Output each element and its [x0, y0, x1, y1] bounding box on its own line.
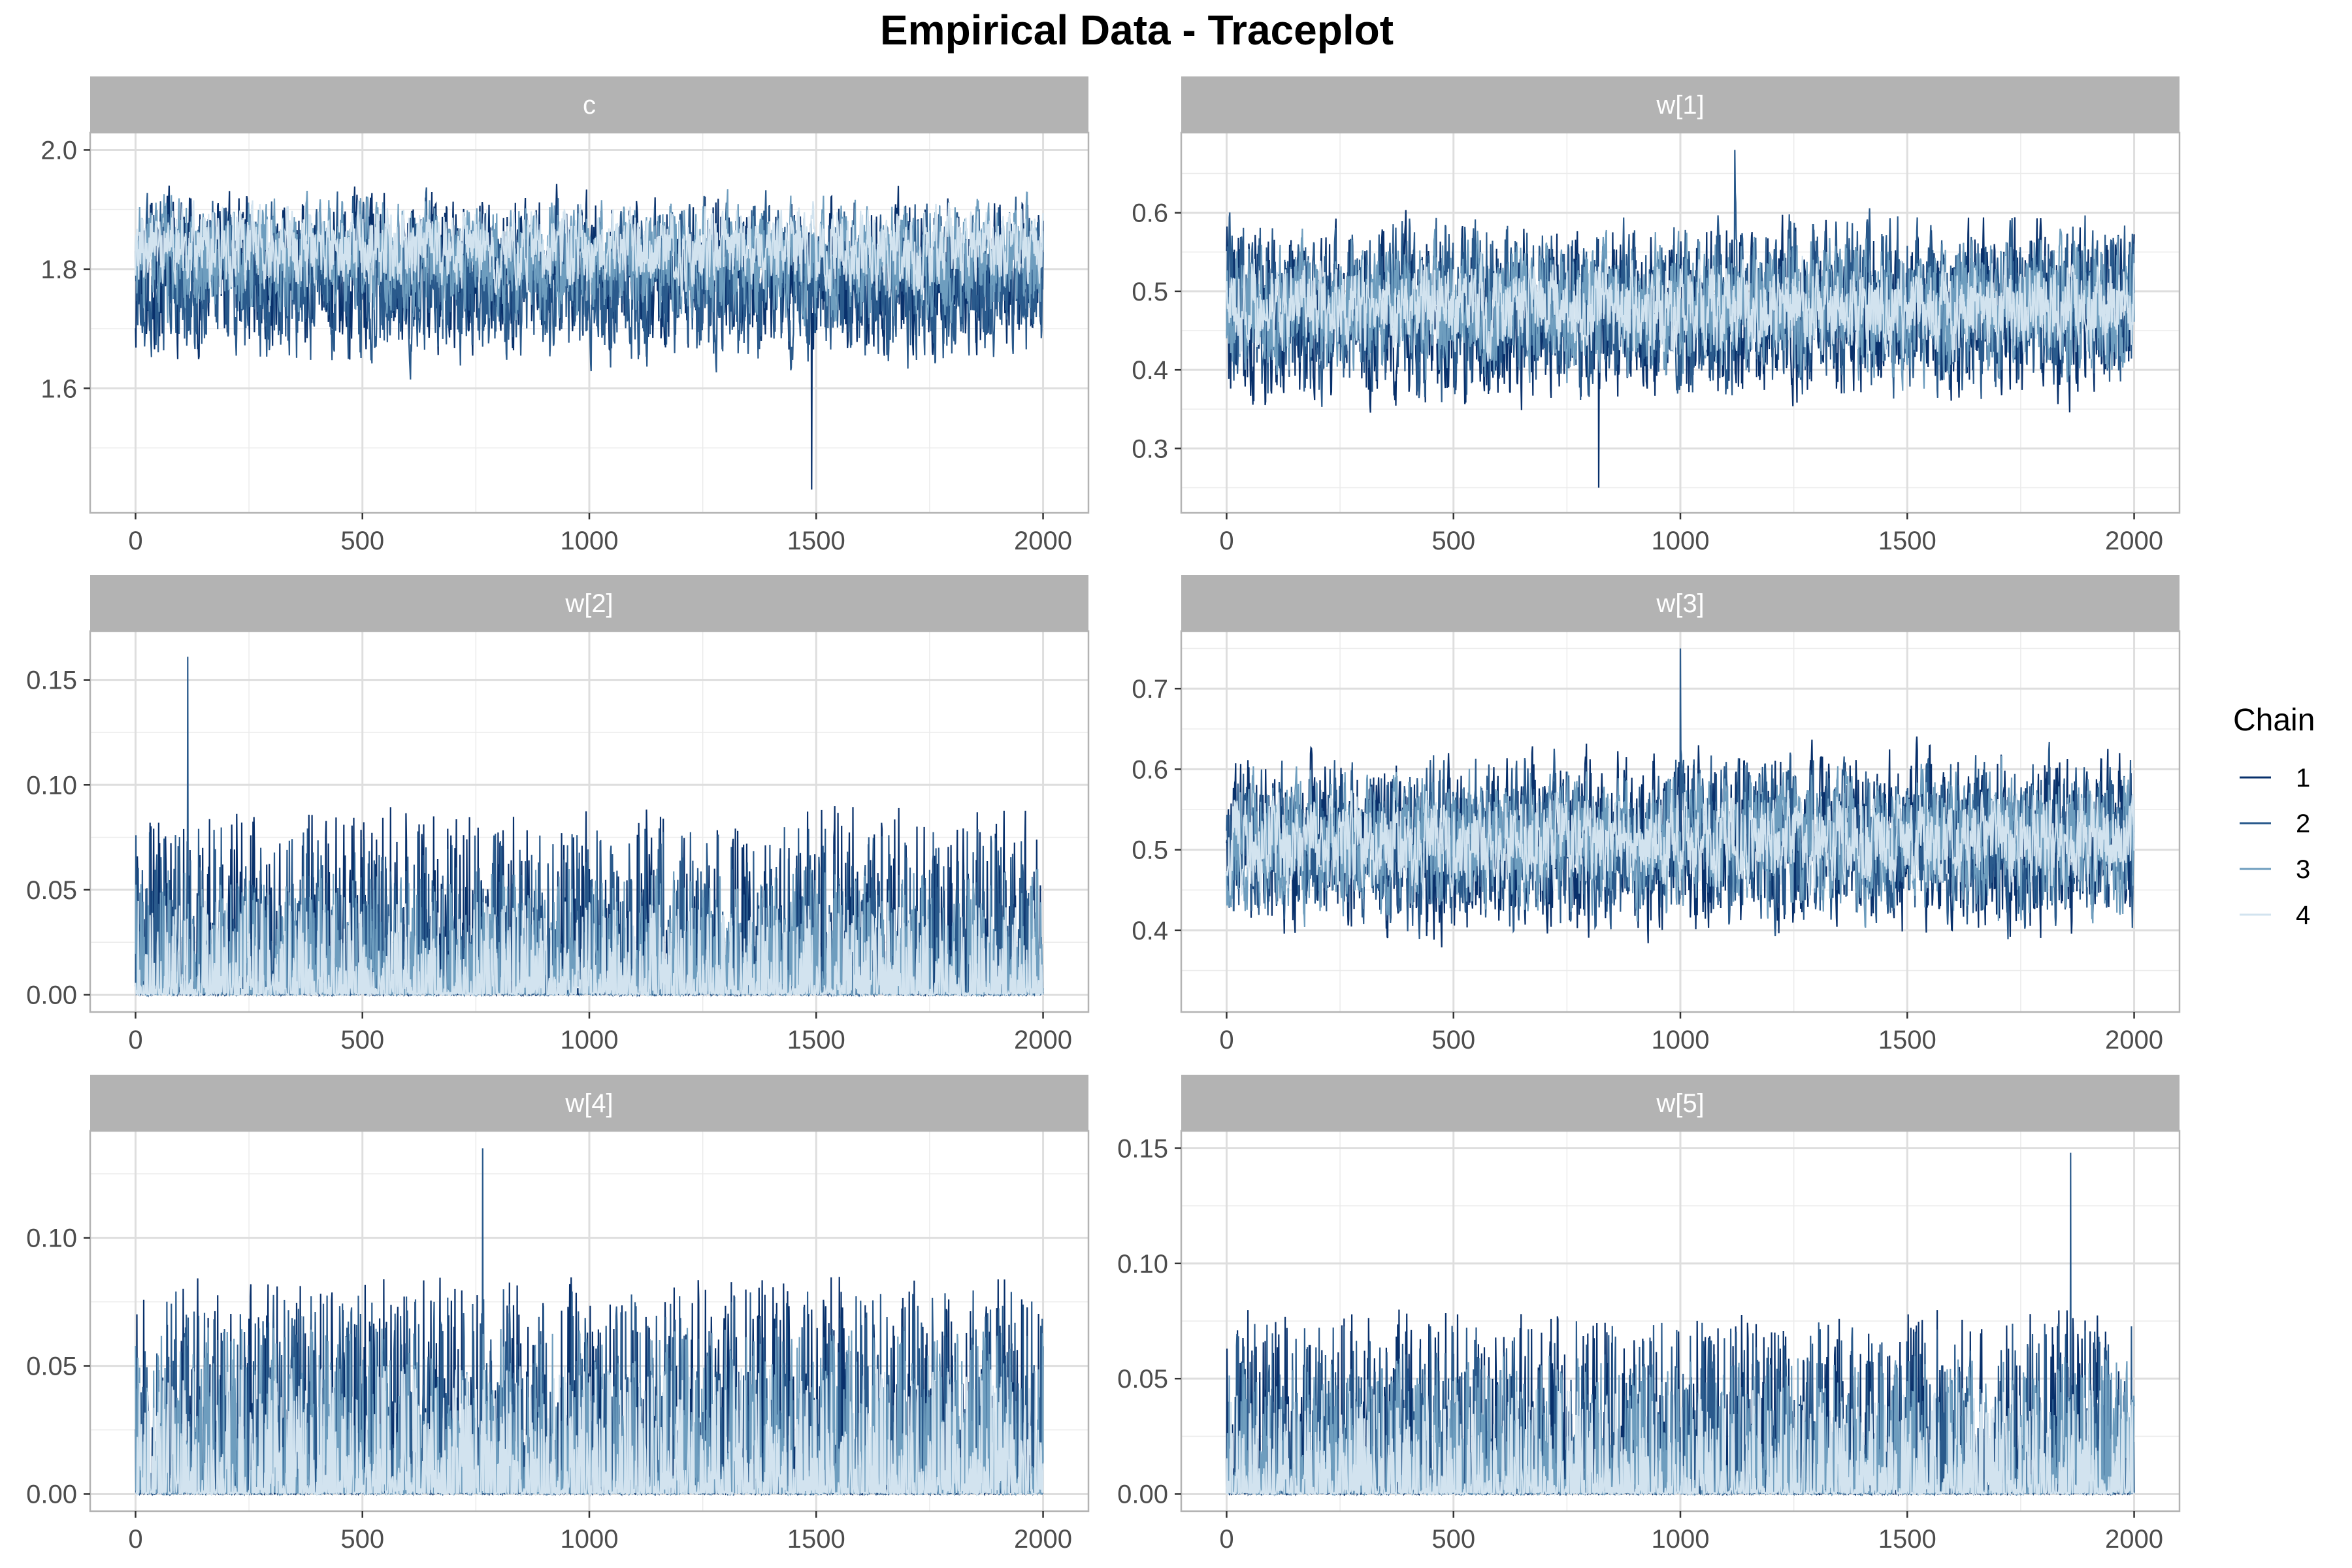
y-tick-label: 0.10	[1117, 1250, 1168, 1279]
legend-label-chain-3: 3	[2296, 855, 2310, 884]
y-tick-label: 0.6	[1132, 199, 1168, 228]
legend-label-chain-2: 2	[2296, 809, 2310, 838]
trace-chain-4	[1226, 789, 2135, 900]
panel-6: w[5] 0 500 1000 1500 2000 0.00 0.05 0.10 0.15	[1117, 1075, 2181, 1554]
y-tick-label: 0.05	[26, 1352, 77, 1381]
x-tick-label: 1500	[787, 1525, 845, 1554]
panel-strip-label: w[4]	[564, 1089, 613, 1118]
x-tick-label: 1000	[1652, 527, 1710, 555]
panel-3: w[2] 0 500 1000 1500 2000 0.00 0.05 0.10 0.15	[26, 575, 1090, 1054]
traces	[135, 1148, 1044, 1497]
legend-label-chain-4: 4	[2296, 901, 2310, 930]
y-tick-label: 0.10	[26, 771, 77, 800]
x-tick-label: 1000	[561, 1026, 619, 1054]
trace-chain-4	[1226, 252, 2135, 363]
x-tick-label: 0	[1219, 1026, 1233, 1054]
x-tick-label: 500	[1431, 1026, 1475, 1054]
panel-2: w[1] 0 500 1000 1500 2000 0.3 0.4 0.5 0.6	[1132, 76, 2181, 555]
x-tick-label: 2000	[1014, 1026, 1072, 1054]
x-tick-label: 500	[340, 1026, 384, 1054]
x-tick-label: 1500	[1878, 1525, 1936, 1554]
y-tick-label: 1.8	[41, 255, 77, 284]
y-tick-label: 0.4	[1132, 917, 1168, 945]
x-tick-label: 2000	[1014, 1525, 1072, 1554]
y-tick-label: 0.6	[1132, 755, 1168, 784]
y-tick-label: 2.0	[41, 136, 77, 165]
panel-strip-label: w[1]	[1656, 91, 1704, 120]
panel-strip-label: w[2]	[564, 589, 613, 618]
panel-strip	[1181, 1075, 2180, 1131]
x-tick-label: 0	[128, 527, 142, 555]
legend-title: Chain	[2233, 703, 2315, 738]
x-tick-label: 1500	[787, 1026, 845, 1054]
traces	[1226, 1152, 2135, 1497]
traces	[135, 184, 1044, 490]
panel-1: c 0 500 1000 1500 2000 1.6 1.8 2.0	[41, 76, 1090, 555]
x-tick-label: 1500	[1878, 1026, 1936, 1054]
y-tick-label: 0.7	[1132, 675, 1168, 704]
panel-strip	[1181, 76, 2180, 133]
panel-strip-label: c	[583, 91, 596, 120]
trace-chain-4	[1226, 1390, 2135, 1497]
y-tick-label: 0.5	[1132, 836, 1168, 865]
trace-chain-4	[135, 199, 1044, 301]
y-tick-label: 0.5	[1132, 278, 1168, 306]
panel-strip-label: w[3]	[1656, 589, 1704, 618]
trace-chain-4	[135, 900, 1044, 998]
x-tick-label: 1000	[1652, 1525, 1710, 1554]
x-tick-label: 1500	[1878, 527, 1936, 555]
x-tick-label: 500	[340, 527, 384, 555]
x-tick-label: 2000	[2105, 1026, 2163, 1054]
x-tick-label: 2000	[2105, 527, 2163, 555]
x-tick-label: 500	[1431, 527, 1475, 555]
x-tick-label: 1500	[787, 527, 845, 555]
panel-5: w[4] 0 500 1000 1500 2000 0.00 0.05 0.10	[26, 1075, 1090, 1554]
figure-title: Empirical Data - Traceplot	[880, 7, 1394, 54]
panel-strip	[90, 1075, 1088, 1131]
panels: c 0 500 1000 1500 2000 1.6 1.8 2.0 w[1] 0 500 1000 15…	[26, 76, 2181, 1554]
y-tick-label: 0.00	[1117, 1480, 1168, 1509]
legend: Chain 1 2 3 4	[2233, 703, 2315, 930]
y-tick-label: 0.3	[1132, 434, 1168, 463]
x-tick-label: 500	[340, 1525, 384, 1554]
x-tick-label: 1000	[561, 1525, 619, 1554]
y-tick-label: 0.10	[26, 1224, 77, 1253]
y-tick-label: 0.00	[26, 981, 77, 1010]
legend-label-chain-1: 1	[2296, 764, 2310, 792]
y-tick-label: 0.00	[26, 1480, 77, 1509]
x-tick-label: 500	[1431, 1525, 1475, 1554]
y-tick-label: 1.6	[41, 374, 77, 403]
panel-4: w[3] 0 500 1000 1500 2000 0.4 0.5 0.6 0.7	[1132, 575, 2181, 1054]
x-tick-label: 0	[1219, 527, 1233, 555]
trace-chain-3	[1226, 755, 2135, 928]
x-tick-label: 1000	[1652, 1026, 1710, 1054]
x-tick-label: 2000	[1014, 527, 1072, 555]
x-tick-label: 2000	[2105, 1525, 2163, 1554]
traces	[1226, 648, 2135, 948]
y-tick-label: 0.15	[1117, 1134, 1168, 1163]
x-tick-label: 0	[128, 1026, 142, 1054]
traces	[1226, 150, 2135, 488]
trace-chain-4	[135, 1365, 1044, 1497]
panel-strip	[90, 76, 1088, 133]
x-tick-label: 0	[128, 1525, 142, 1554]
x-tick-label: 0	[1219, 1525, 1233, 1554]
y-tick-label: 0.05	[1117, 1365, 1168, 1394]
panel-strip	[90, 575, 1088, 631]
y-tick-label: 0.4	[1132, 356, 1168, 385]
traces	[135, 657, 1044, 998]
panel-strip-label: w[5]	[1656, 1089, 1704, 1118]
panel-strip	[1181, 575, 2180, 631]
x-tick-label: 1000	[561, 527, 619, 555]
y-tick-label: 0.15	[26, 666, 77, 695]
y-tick-label: 0.05	[26, 876, 77, 905]
